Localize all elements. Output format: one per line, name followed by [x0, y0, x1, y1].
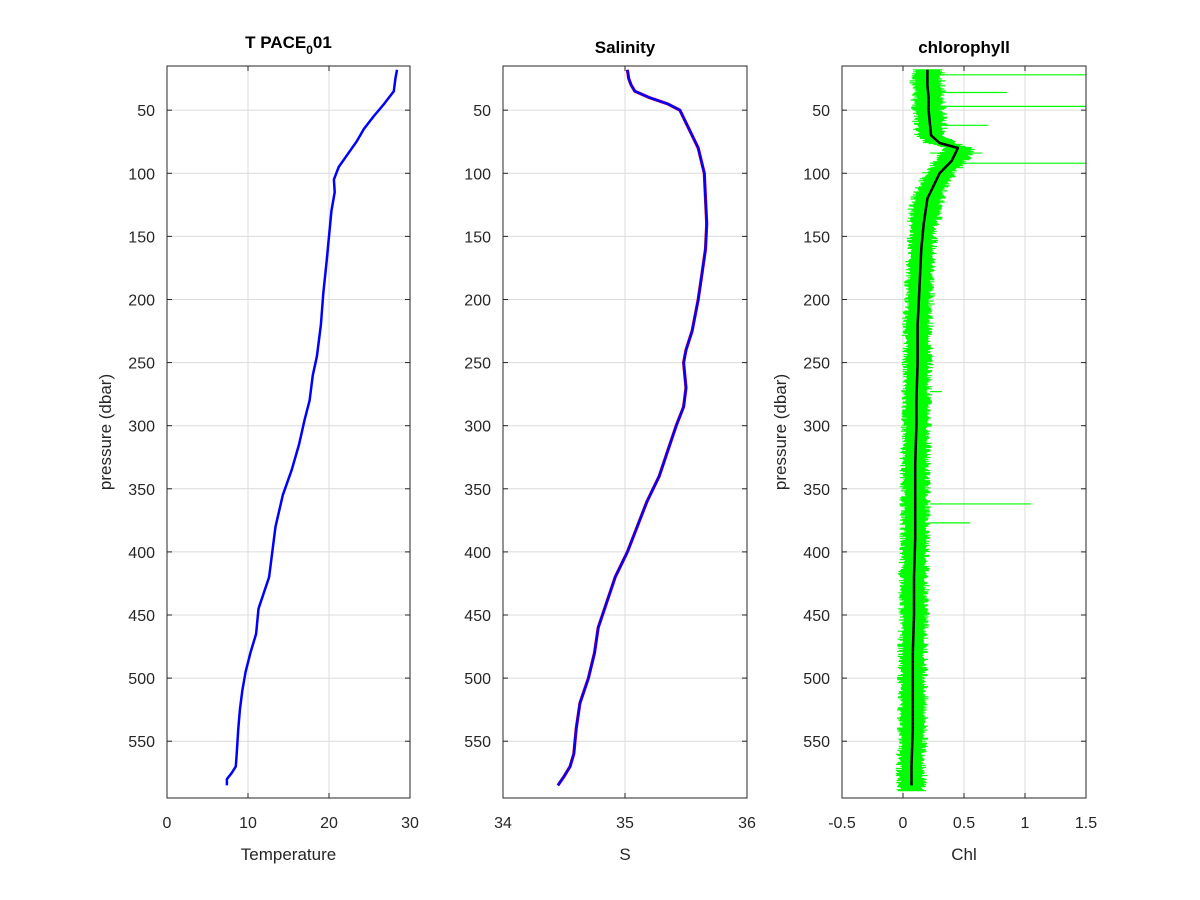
temperature-xtick-label: 30	[401, 815, 419, 832]
chlorophyll-chart-title: chlorophyll	[918, 38, 1010, 57]
salinity-ytick-label: 300	[464, 419, 491, 436]
chlorophyll-noise-band	[895, 69, 975, 792]
temperature-ticks: 0 10 20 30 50 100 150 200 250 300 350 400 450 500 550	[128, 66, 419, 832]
chlorophyll-ylabel: pressure (dbar)	[771, 374, 790, 490]
salinity-ytick-label: 350	[464, 482, 491, 499]
salinity-xtick-label: 34	[494, 815, 512, 832]
chlorophyll-ytick-label: 150	[803, 229, 830, 246]
temperature-title-main: T PACE	[245, 33, 306, 52]
temperature-ytick-label: 100	[128, 166, 155, 183]
temperature-xlabel: Temperature	[241, 845, 336, 864]
chlorophyll-series-line-2	[910, 69, 960, 786]
salinity-series	[556, 69, 709, 787]
salinity-ytick-label: 450	[464, 608, 491, 625]
chlorophyll-ytick-label: 50	[812, 103, 830, 120]
salinity-ytick-label: 100	[464, 166, 491, 183]
temperature-xtick-label: 10	[239, 815, 257, 832]
salinity-ytick-label: 550	[464, 734, 491, 751]
temperature-title-suffix: 01	[313, 33, 332, 52]
temperature-axes-box	[166, 65, 411, 799]
temperature-plot-area	[225, 69, 399, 786]
temperature-ytick-label: 300	[128, 419, 155, 436]
chlorophyll-xtick-label: 0.5	[953, 815, 975, 832]
temperature-title-subscript: 0	[306, 43, 313, 57]
chlorophyll-ytick-label: 400	[803, 545, 830, 562]
temperature-ytick-label: 350	[128, 482, 155, 499]
temperature-ylabel: pressure (dbar)	[96, 374, 115, 490]
chlorophyll-ytick-label: 550	[803, 734, 830, 751]
chlorophyll-ytick-label: 450	[803, 608, 830, 625]
chlorophyll-xlabel: Chl	[951, 845, 977, 864]
chlorophyll-ytick-label: 200	[803, 292, 830, 309]
chlorophyll-ytick-label: 500	[803, 671, 830, 688]
salinity-ytick-label: 500	[464, 671, 491, 688]
chlorophyll-series	[895, 69, 1086, 792]
temperature-ytick-label: 450	[128, 608, 155, 625]
temperature-grid	[167, 66, 410, 798]
salinity-series-line-1	[556, 69, 708, 787]
temperature-ytick-label: 50	[137, 103, 155, 120]
panel-salinity: 34 35 36 50 100 150 200 250 300 350 400 450 500 550 S…	[464, 38, 756, 864]
temperature-ytick-label: 500	[128, 671, 155, 688]
temperature-ytick-label: 200	[128, 292, 155, 309]
salinity-grid	[503, 66, 747, 798]
temperature-ytick-label: 250	[128, 356, 155, 373]
salinity-ytick-label: 400	[464, 545, 491, 562]
chlorophyll-xtick-label: -0.5	[828, 815, 856, 832]
salinity-ticks: 34 35 36 50 100 150 200 250 300 350 400 450 500 550	[464, 66, 756, 832]
chlorophyll-plot-area	[895, 69, 1086, 792]
chlorophyll-grid	[842, 66, 1086, 798]
chlorophyll-ytick-label: 350	[803, 482, 830, 499]
salinity-chart-title: Salinity	[595, 38, 656, 57]
temperature-ytick-label: 150	[128, 229, 155, 246]
salinity-ytick-label: 150	[464, 229, 491, 246]
temperature-chart-title: T PACE001	[245, 33, 332, 57]
temperature-ytick-label: 400	[128, 545, 155, 562]
temperature-series	[225, 69, 399, 786]
salinity-xtick-label: 36	[738, 815, 756, 832]
panel-chlorophyll: -0.5 0 0.5 1 1.5 50 100 150 200 250 300 350 400 450 50…	[771, 38, 1097, 864]
salinity-xtick-label: 35	[616, 815, 634, 832]
temperature-xtick-label: 20	[320, 815, 338, 832]
temperature-xtick-label: 0	[163, 815, 172, 832]
salinity-plot-area	[556, 69, 709, 787]
salinity-xlabel: S	[619, 845, 630, 864]
salinity-ytick-label: 50	[473, 103, 491, 120]
chlorophyll-ticks: -0.5 0 0.5 1 1.5 50 100 150 200 250 300 350 400 450 50…	[803, 66, 1097, 832]
chlorophyll-ytick-label: 100	[803, 166, 830, 183]
chlorophyll-xtick-label: 0	[899, 815, 908, 832]
temperature-series-line-0	[225, 69, 399, 786]
panel-temperature: 0 10 20 3050100150200250300350400450500550 …	[96, 33, 419, 864]
chlorophyll-xtick-label: 1	[1021, 815, 1030, 832]
chlorophyll-ytick-label: 300	[803, 419, 830, 436]
chlorophyll-ytick-label: 250	[803, 356, 830, 373]
salinity-ytick-label: 250	[464, 356, 491, 373]
salinity-ytick-label: 200	[464, 292, 491, 309]
temperature-ytick-label: 550	[128, 734, 155, 751]
chlorophyll-xtick-label: 1.5	[1075, 815, 1097, 832]
